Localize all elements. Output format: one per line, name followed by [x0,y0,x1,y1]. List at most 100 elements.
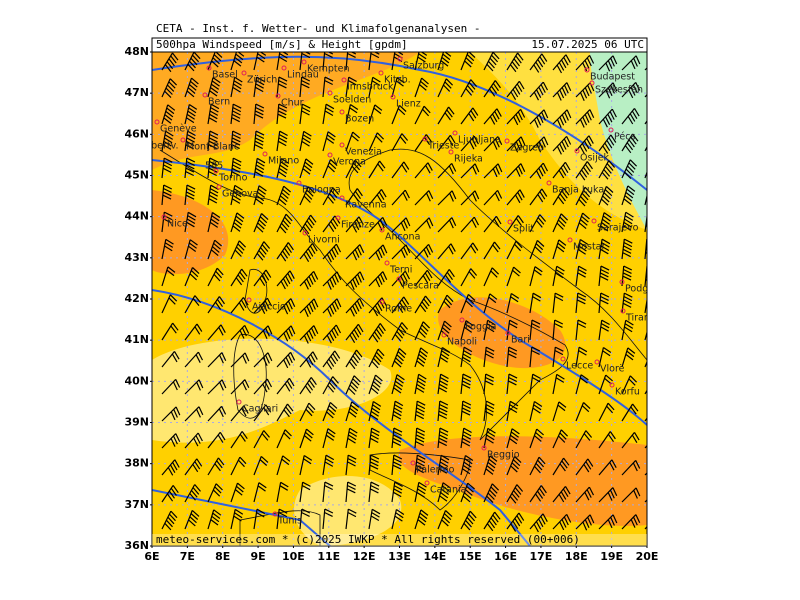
wind-barb [276,185,291,206]
wind-barb [184,323,203,341]
wind-barb [207,352,227,368]
wind-barb [184,458,203,476]
wind-barb [230,212,245,233]
wind-barb [460,510,477,531]
wind-barb [253,482,267,503]
wind-barb [322,428,336,449]
wind-barb [345,323,364,344]
wind-barb [506,80,525,101]
wind-barb [345,76,357,98]
wind-barb [253,213,269,233]
wind-barb [368,348,385,369]
city-marker [327,90,333,96]
wind-barb [437,320,452,341]
wind-barb [184,509,200,530]
wind-barb [621,403,639,422]
wind-barb [506,292,520,314]
wind-barb [621,159,638,180]
footer-band [152,534,647,546]
wind-barb [391,427,403,449]
wind-barb [299,214,317,235]
wind-barb [230,103,242,125]
wind-barb [598,212,612,233]
city-label: Ajaccio [252,302,286,313]
wind-barb [621,108,640,125]
wind-barb [345,131,360,152]
wind-barb [391,374,405,395]
wind-barb [414,243,434,260]
wind-barb [575,265,587,287]
wind-barb [414,321,431,341]
wind-barb [529,428,544,449]
wind-barb [644,266,647,287]
lon-label: 10E [282,550,305,563]
wind-barb [437,427,449,449]
city-label: Lindau [287,70,319,81]
wind-barb [598,292,610,314]
wind-barb [253,130,265,152]
city-marker [246,297,252,303]
wind-barb [299,481,311,503]
wind-barb [368,104,383,125]
wind-barb [460,163,480,179]
wind-barb [276,213,293,234]
wind-barb [437,454,450,476]
wind-barb [299,103,311,125]
city-marker [379,227,385,233]
wind-barb [552,457,570,476]
wind-barb [414,190,434,206]
wind-barb [368,508,381,530]
valid-time: 15.07.2025 06 UTC [531,38,644,51]
wind-barb [184,295,202,314]
wind-barb [276,76,288,98]
lat-label: 40N [124,374,149,387]
wind-barb [644,67,647,71]
city-label: Ljubljana [458,135,501,146]
wind-barb [184,52,201,72]
wind-barb [299,508,311,530]
city-label: Reggio [487,450,520,461]
city-marker [594,359,600,365]
city-marker [241,70,247,76]
wind-barb [506,136,526,153]
wind-barb [552,213,569,233]
wind-barb [414,509,429,530]
city-marker [448,149,454,155]
wind-barb [391,509,405,530]
wind-barb [644,444,647,449]
city-marker [584,67,590,73]
wind-barb [621,432,640,449]
wind-barb [621,211,634,233]
wind-barb [460,373,472,395]
wind-barb [552,161,571,179]
city-marker [441,332,447,338]
wind-barb [414,105,431,125]
city-marker [608,127,614,133]
wind-barb [253,508,266,530]
wind-barb [575,458,594,476]
wind-barb [391,481,403,503]
axes: 48N 47N 46N 45N 44N 43N 42N 41N 40N 39N 38N 37N 36N6… [124,45,658,563]
wind-barb [460,216,480,233]
city-label: Kitzb. [384,75,411,86]
city-label: Basel [212,70,238,81]
wind-barb [161,130,174,152]
wind-barb [529,266,543,287]
wind-barb [460,242,479,260]
lon-label: 17E [530,550,553,563]
wind-barb [345,349,363,370]
wind-barb [207,457,225,476]
wind-barb [575,186,592,207]
wind-barb [552,82,572,101]
wind-barb [391,161,410,179]
wind-barb [644,472,647,476]
wind-barb [529,136,549,153]
wind-barb [345,104,359,125]
wind-barb [322,131,336,152]
city-marker [302,230,308,236]
wind-barb [552,346,564,368]
wind-barb [483,346,495,368]
wind-barb [322,243,342,263]
wind-barb [345,271,365,290]
wind-barb [483,400,495,422]
